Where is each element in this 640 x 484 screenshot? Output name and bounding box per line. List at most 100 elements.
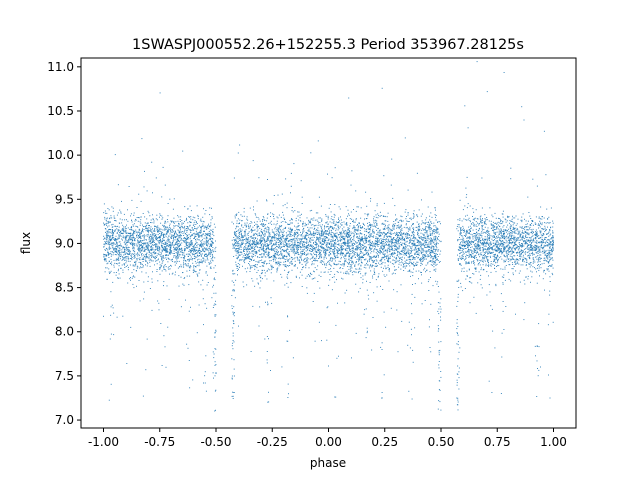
data-point <box>324 225 325 227</box>
data-point <box>185 241 187 243</box>
data-point <box>288 240 290 242</box>
data-point <box>152 252 154 254</box>
data-point <box>282 257 283 259</box>
data-point <box>549 397 551 399</box>
data-point <box>468 217 470 219</box>
data-point <box>349 249 351 251</box>
data-point <box>167 229 168 231</box>
data-point <box>191 244 193 246</box>
data-point <box>188 229 190 231</box>
data-point <box>179 227 181 228</box>
data-point <box>352 227 354 229</box>
data-point <box>275 261 277 263</box>
data-point <box>522 251 524 253</box>
data-point <box>125 256 127 258</box>
data-point <box>106 218 108 220</box>
data-point <box>198 236 200 238</box>
data-point <box>420 250 422 252</box>
data-point <box>306 217 308 219</box>
data-point <box>349 250 351 252</box>
data-point <box>179 244 181 245</box>
data-point <box>200 255 202 257</box>
data-point <box>254 246 256 248</box>
data-point <box>301 254 303 256</box>
data-point <box>104 241 106 242</box>
data-point <box>403 254 405 256</box>
data-point <box>520 233 522 235</box>
data-point <box>211 217 213 219</box>
data-point <box>488 230 490 232</box>
data-point <box>297 226 299 228</box>
data-point <box>429 260 431 262</box>
data-point <box>360 227 362 229</box>
data-point <box>497 221 499 223</box>
data-point <box>516 247 518 249</box>
data-point <box>202 289 204 291</box>
data-point <box>551 241 553 243</box>
data-point <box>169 223 171 225</box>
data-point <box>270 243 272 245</box>
data-point <box>534 241 536 243</box>
data-point <box>404 243 406 245</box>
data-point <box>190 256 192 258</box>
data-point <box>536 185 538 187</box>
data-point <box>197 275 199 277</box>
data-point <box>388 226 389 228</box>
data-point <box>424 255 426 257</box>
data-point <box>495 227 497 229</box>
data-point <box>112 223 114 225</box>
data-point <box>383 239 385 240</box>
data-point <box>297 259 299 261</box>
data-point <box>294 243 296 245</box>
data-point <box>135 218 136 220</box>
data-point <box>268 391 269 393</box>
data-point <box>384 262 386 264</box>
data-point <box>211 244 213 246</box>
data-point <box>264 261 266 263</box>
data-point <box>304 235 306 237</box>
data-point <box>178 245 180 247</box>
data-point <box>502 282 504 284</box>
data-point <box>320 245 322 247</box>
data-point <box>429 271 431 273</box>
data-point <box>515 240 517 242</box>
data-point <box>139 300 141 302</box>
data-point <box>295 244 297 246</box>
data-point <box>304 234 306 236</box>
data-point <box>356 253 358 255</box>
data-point <box>481 225 483 227</box>
data-point <box>485 265 487 267</box>
data-point <box>287 272 289 274</box>
data-point <box>501 213 503 215</box>
data-point <box>261 231 263 233</box>
data-point <box>158 236 160 238</box>
data-point <box>240 234 242 235</box>
data-point <box>379 235 381 237</box>
data-point <box>487 265 489 266</box>
data-point <box>161 257 163 259</box>
data-point <box>346 223 348 225</box>
data-point <box>518 259 520 261</box>
data-point <box>287 315 288 317</box>
data-point <box>192 379 194 381</box>
data-point <box>237 257 239 259</box>
data-point <box>345 271 347 273</box>
data-point <box>346 224 348 226</box>
data-point <box>514 241 516 243</box>
data-point <box>464 105 466 107</box>
data-point <box>107 252 109 254</box>
data-point <box>254 213 256 215</box>
data-point <box>400 219 402 221</box>
data-point <box>508 254 510 255</box>
data-point <box>326 244 328 246</box>
data-point <box>274 236 276 238</box>
data-point <box>199 220 201 222</box>
data-point <box>420 232 422 234</box>
data-point <box>511 249 512 251</box>
data-point <box>462 235 464 237</box>
data-point <box>113 249 115 251</box>
data-point <box>129 260 131 262</box>
data-point <box>530 264 532 266</box>
data-point <box>104 210 106 212</box>
data-point <box>292 238 294 240</box>
